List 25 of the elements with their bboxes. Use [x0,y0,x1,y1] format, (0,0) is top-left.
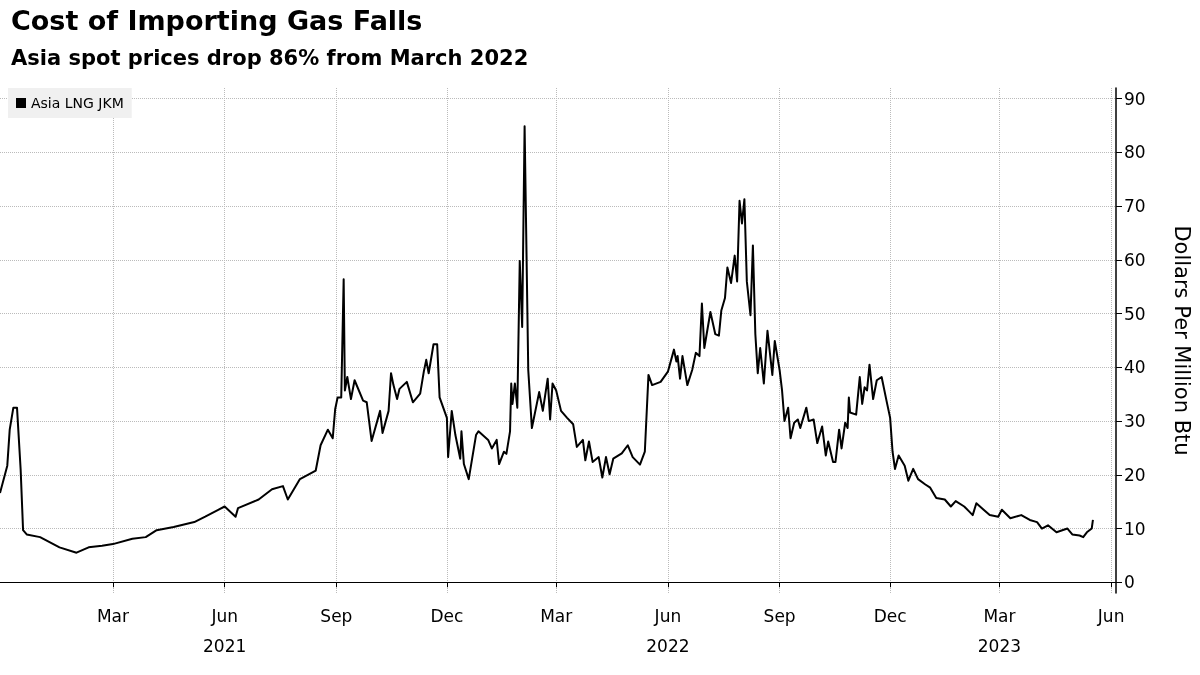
y-tick-label: 40 [1124,357,1146,378]
x-tick-label: Mar 2023 [977,606,1022,656]
y-tick-label: 30 [1124,411,1146,432]
line-series [0,125,1094,554]
x-tick-label: Jun 2021 [203,606,247,656]
y-tick-label: 50 [1124,303,1146,324]
x-tick-label: Jun 2022 [646,606,690,656]
y-tick-label: 80 [1124,142,1146,163]
chart-subtitle: Asia spot prices drop 86% from March 2022 [11,45,529,70]
y-tick-label: 70 [1124,196,1146,217]
y-tick-label: 60 [1124,249,1146,270]
y-tick-label: 90 [1124,88,1146,109]
legend-label: Asia LNG JKM [31,95,124,111]
x-tick-label: Mar [540,606,573,626]
x-tick-label: Dec [873,606,907,626]
y-axis-title: Dollars Per Million Btu [1169,225,1194,456]
x-tick-label: Mar [96,606,129,626]
x-tick-label: Sep [763,606,796,626]
y-tick-label: 10 [1124,518,1146,539]
chart-title: Cost of Importing Gas Falls [11,5,423,36]
x-tick-label: Dec [430,606,464,626]
x-tick-label: Jun [1096,606,1125,626]
y-tick-label: 0 [1124,572,1135,593]
y-tick-label: 20 [1124,464,1146,485]
x-tick-label: Sep [320,606,353,626]
